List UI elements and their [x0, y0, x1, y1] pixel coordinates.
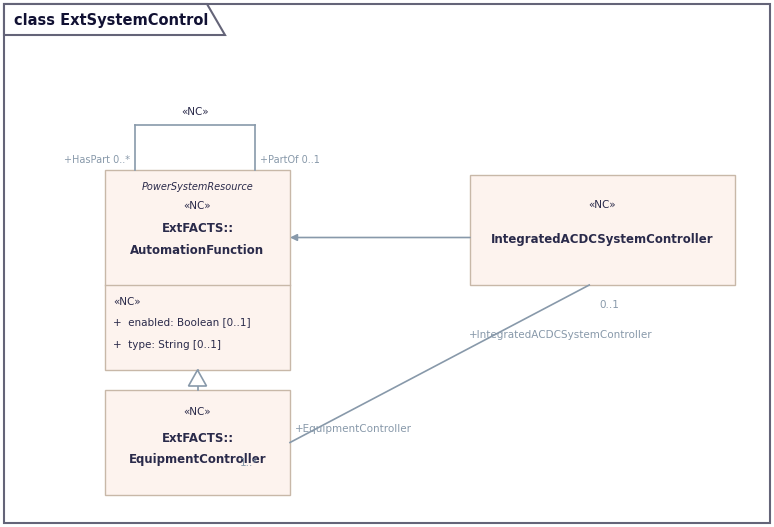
- Text: «NC»: «NC»: [183, 201, 211, 211]
- Text: +IntegratedACDCSystemController: +IntegratedACDCSystemController: [469, 330, 653, 340]
- Polygon shape: [4, 4, 225, 35]
- Text: «NC»: «NC»: [589, 200, 616, 210]
- Text: «NC»: «NC»: [181, 107, 209, 117]
- Text: 0..1: 0..1: [599, 300, 619, 310]
- Polygon shape: [189, 370, 207, 386]
- Bar: [470, 175, 735, 285]
- Text: AutomationFunction: AutomationFunction: [131, 243, 265, 257]
- Text: «NC»: «NC»: [113, 297, 141, 307]
- Text: class ExtSystemControl: class ExtSystemControl: [14, 13, 208, 27]
- Text: ExtFACTS::: ExtFACTS::: [162, 221, 234, 235]
- Text: PowerSystemResource: PowerSystemResource: [142, 182, 253, 192]
- Text: 1..*: 1..*: [240, 457, 259, 467]
- Text: ExtFACTS::: ExtFACTS::: [162, 432, 234, 444]
- Text: +HasPart 0..*: +HasPart 0..*: [64, 155, 130, 165]
- Text: EquipmentController: EquipmentController: [128, 454, 266, 466]
- Text: IntegratedACDCSystemController: IntegratedACDCSystemController: [491, 233, 714, 247]
- Text: +  type: String [0..1]: + type: String [0..1]: [113, 340, 221, 350]
- Bar: [105, 170, 290, 370]
- Text: +  enabled: Boolean [0..1]: + enabled: Boolean [0..1]: [113, 317, 251, 327]
- Text: «NC»: «NC»: [183, 407, 211, 417]
- Text: +PartOf 0..1: +PartOf 0..1: [260, 155, 320, 165]
- Text: +EquipmentController: +EquipmentController: [295, 425, 412, 434]
- Bar: [105, 390, 290, 495]
